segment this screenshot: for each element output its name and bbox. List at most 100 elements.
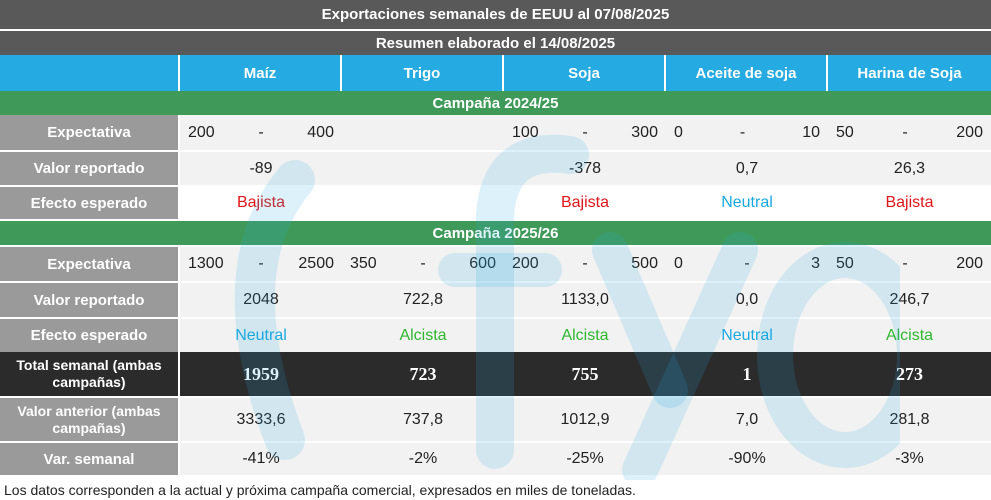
footnote: Los datos corresponden a la actual y pró… (4, 482, 636, 498)
subtitle-row: Resumen elaborado el 14/08/2025 (0, 31, 991, 55)
range-low: 0 (674, 123, 683, 141)
divider (0, 317, 991, 319)
row-label-line2: campañas) (52, 419, 126, 436)
valor-reportado-aceite: 0,7 (666, 152, 828, 185)
divider (0, 441, 991, 443)
range-low: 350 (350, 255, 377, 272)
range-low: 1300 (188, 255, 224, 272)
range-sep: - (582, 255, 588, 272)
column-header-blank (0, 55, 180, 91)
anterior-harina: 281,8 (828, 398, 991, 441)
efecto-maiz: Neutral (180, 319, 342, 352)
range-sep: - (582, 123, 588, 141)
c2-efecto-row: Efecto esperado Neutral Alcista Alcista … (0, 319, 991, 352)
expectativa-range-aceite: 0 - 3 (666, 247, 828, 281)
row-label: Var. semanal (0, 443, 180, 475)
c1-expectativa-row: Expectativa 200 - 400 100 - 300 0 - 10 5… (0, 115, 991, 150)
range-high: 3 (811, 255, 820, 272)
table-subtitle: Resumen elaborado el 14/08/2025 (0, 31, 991, 55)
row-label: Expectativa (0, 247, 180, 281)
valor-reportado-trigo: 722,8 (342, 283, 504, 317)
efecto-harina: Alcista (828, 319, 991, 352)
range-high: 400 (307, 123, 334, 141)
campaign-banner-2: Campaña 2025/26 (0, 221, 991, 245)
row-label: Efecto esperado (0, 187, 180, 219)
efecto-maiz: Bajista (180, 187, 342, 219)
anterior-trigo: 737,8 (342, 398, 504, 441)
range-sep: - (739, 123, 746, 141)
expectativa-range-harina: 50 - 200 (828, 247, 991, 281)
range-low: 0 (674, 255, 683, 272)
efecto-soja: Bajista (504, 187, 666, 219)
valor-reportado-soja: 1133,0 (504, 283, 666, 317)
efecto-trigo (342, 187, 504, 219)
row-label: Efecto esperado (0, 319, 180, 352)
expectativa-range-trigo: 350 - 600 (342, 247, 504, 281)
range-sep: - (902, 123, 908, 141)
range-high: 200 (956, 123, 983, 141)
divider (0, 396, 991, 398)
total-soja: 755 (504, 352, 666, 396)
range-high: 10 (802, 123, 820, 141)
expectativa-range-harina: 50 - 200 (828, 115, 991, 150)
column-header-aceite: Aceite de soja (666, 55, 828, 91)
var-semanal-row: Var. semanal -41% -2% -25% -90% -3% (0, 443, 991, 475)
range-low: 100 (512, 123, 539, 141)
campaign-banner-1: Campaña 2024/25 (0, 91, 991, 115)
var-aceite: -90% (666, 443, 828, 475)
range-sep: - (258, 255, 264, 272)
total-semanal-row: Total semanal (ambas campañas) 1959 723 … (0, 352, 991, 396)
efecto-harina: Bajista (828, 187, 991, 219)
valor-reportado-harina: 246,7 (828, 283, 991, 317)
row-label: Total semanal (ambas campañas) (0, 352, 180, 396)
valor-reportado-maiz: -89 (180, 152, 342, 185)
var-harina: -3% (828, 443, 991, 475)
range-sep: - (258, 123, 264, 141)
title-row: Exportaciones semanales de EEUU al 07/08… (0, 0, 991, 29)
row-label: Valor anterior (ambas campañas) (0, 398, 180, 441)
row-label-line2: campañas) (52, 374, 126, 390)
c2-expectativa-row: Expectativa 1300 - 2500 350 - 600 200 - … (0, 247, 991, 281)
total-maiz: 1959 (180, 352, 342, 396)
column-header-harina: Harina de Soja (828, 55, 991, 91)
campaign-title: Campaña 2025/26 (0, 221, 991, 245)
divider (0, 281, 991, 283)
efecto-aceite: Neutral (666, 319, 828, 352)
campaign-title: Campaña 2024/25 (0, 91, 991, 115)
anterior-maiz: 3333,6 (180, 398, 342, 441)
column-header-trigo: Trigo (342, 55, 504, 91)
column-header-maiz: Maíz (180, 55, 342, 91)
total-trigo: 723 (342, 352, 504, 396)
valor-anterior-row: Valor anterior (ambas campañas) 3333,6 7… (0, 398, 991, 441)
valor-reportado-aceite: 0,0 (666, 283, 828, 317)
var-maiz: -41% (180, 443, 342, 475)
range-high: 300 (631, 123, 658, 141)
range-sep: - (902, 255, 908, 272)
range-low: 200 (188, 123, 215, 141)
expectativa-range-aceite: 0 - 10 (666, 115, 828, 150)
c1-valor-row: Valor reportado -89 -378 0,7 26,3 (0, 152, 991, 185)
valor-reportado-trigo (342, 152, 504, 185)
efecto-trigo: Alcista (342, 319, 504, 352)
range-low: 50 (836, 255, 854, 272)
range-high: 600 (469, 255, 496, 272)
range-low: 50 (836, 123, 854, 141)
range-sep: - (420, 255, 426, 272)
anterior-soja: 1012,9 (504, 398, 666, 441)
total-aceite: 1 (666, 352, 828, 396)
c2-valor-row: Valor reportado 2048 722,8 1133,0 0,0 24… (0, 283, 991, 317)
range-high: 500 (631, 255, 658, 272)
expectativa-range-soja: 200 - 500 (504, 247, 666, 281)
var-soja: -25% (504, 443, 666, 475)
expectativa-range-trigo (342, 115, 504, 150)
row-label-line1: Total semanal (ambas (16, 357, 162, 373)
valor-reportado-harina: 26,3 (828, 152, 991, 185)
divider (0, 29, 991, 31)
range-sep: - (744, 255, 750, 272)
table-title: Exportaciones semanales de EEUU al 07/08… (0, 0, 991, 29)
column-header-row: Maíz Trigo Soja Aceite de soja Harina de… (0, 55, 991, 91)
range-high: 2500 (298, 255, 334, 272)
column-header-soja: Soja (504, 55, 666, 91)
expectativa-range-soja: 100 - 300 (504, 115, 666, 150)
efecto-soja: Alcista (504, 319, 666, 352)
